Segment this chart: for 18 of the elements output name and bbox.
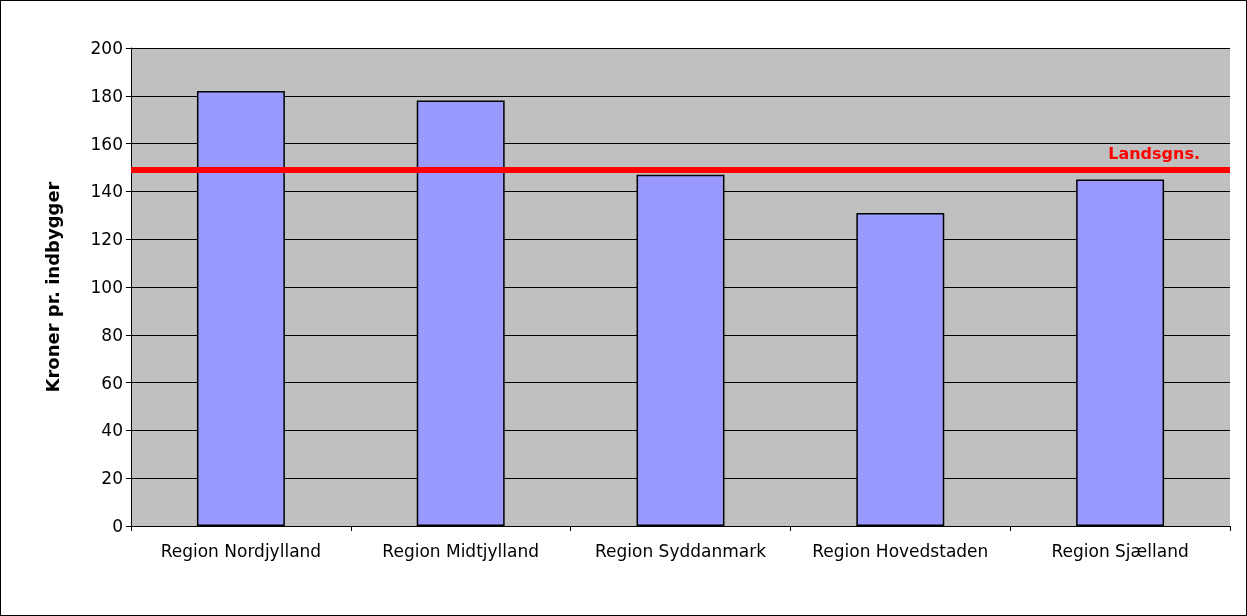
x-tick-label: Region Syddanmark — [594, 541, 767, 561]
y-tick-label: 20 — [101, 468, 123, 489]
y-tick-label: 140 — [90, 181, 123, 202]
ref-line-label: Landsgns. — [1108, 144, 1200, 164]
y-tick-label: 120 — [90, 229, 123, 250]
y-axis-title: Kroner pr. indbygger — [41, 181, 63, 393]
y-tick-label: 200 — [90, 38, 123, 58]
y-tick-label: 100 — [90, 277, 123, 297]
y-tick-label: 0 — [112, 516, 123, 536]
y-tick-label: 80 — [101, 324, 123, 345]
y-tick-label: 60 — [101, 372, 123, 393]
y-tick-label: 180 — [90, 85, 123, 106]
x-tick-label: Region Nordjylland — [160, 541, 322, 561]
x-tick-label: Region Sjælland — [1051, 541, 1189, 561]
y-tick-label: 40 — [101, 420, 123, 441]
x-tick-label: Region Hovedstaden — [812, 541, 989, 561]
y-tick-label: 160 — [90, 133, 123, 154]
x-tick-label: Region Midtjylland — [382, 541, 540, 561]
